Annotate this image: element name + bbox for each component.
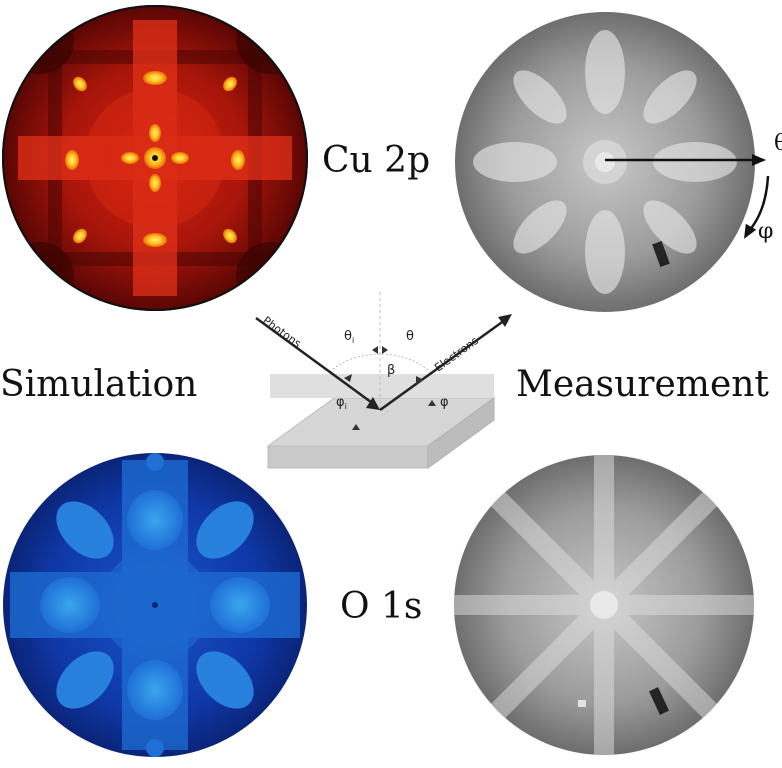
geometry-schematic: Photons Electrons θi θ β φi φ [255,292,512,469]
sample-slab-side [427,397,495,469]
o-measurement-pattern [454,455,754,755]
photons-label: Photons [260,314,304,351]
theta-label: θ [406,329,414,344]
measurement-label: Measurement [516,364,769,405]
o-simulation-pattern [10,453,300,757]
o-simulation-plot [3,453,307,757]
cu-simulation-pattern [3,6,307,310]
theta-axis-label: θ [774,131,782,156]
electrons-label: Electrons [432,334,481,375]
beta-label: β [387,363,395,378]
electron-ray [379,318,506,412]
o-label: O 1s [340,586,422,627]
sample-slab-front [267,445,429,469]
cu-measurement-plot: θ φ [455,12,782,312]
cu-measurement-pattern [473,30,737,294]
o-measurement-plot [454,455,754,755]
phi-axis-label: φ [758,219,773,244]
simulation-label: Simulation [0,364,197,405]
photon-ray [255,316,376,407]
theta-i-label: θi [344,329,354,345]
cu-simulation-plot [2,5,308,311]
phi-i-label: φi [336,395,347,411]
cu-label: Cu 2p [322,140,430,181]
phi-label: φ [440,395,449,410]
